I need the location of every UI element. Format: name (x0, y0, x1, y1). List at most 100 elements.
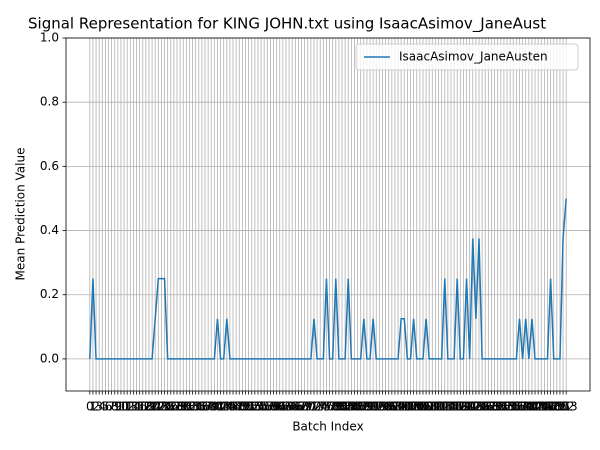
x-tick-label: 145 (530, 400, 553, 414)
y-tick-label: 0.6 (40, 159, 59, 173)
x-tick-label: 12 (120, 400, 135, 414)
x-tick-label: 143 (524, 400, 547, 414)
x-tick-label: 153 (555, 400, 578, 414)
x-tick-label: 24 (157, 400, 172, 414)
x-tick-label: 124 (464, 400, 487, 414)
x-tick-label: 85 (347, 400, 362, 414)
x-tick-label: 96 (381, 400, 396, 414)
x-tick-label: 83 (341, 400, 356, 414)
x-tick-label: 57 (260, 400, 275, 414)
x-tick-label: 131 (486, 400, 509, 414)
x-tick-label: 72 (306, 400, 321, 414)
x-tick-label: 38 (200, 400, 215, 414)
x-tick-label: 68 (294, 400, 309, 414)
x-tick-label: 74 (313, 400, 328, 414)
x-tick-label: 61 (272, 400, 287, 414)
x-tick-label: 70 (300, 400, 315, 414)
x-tick-label: 30 (176, 400, 191, 414)
x-tick-label: 148 (539, 400, 562, 414)
x-tick-label: 90 (362, 400, 377, 414)
x-tick-label: 116 (440, 400, 463, 414)
x-tick-label: 125 (468, 400, 491, 414)
x-tick-label: 32 (182, 400, 197, 414)
x-tick-label: 76 (319, 400, 334, 414)
x-tick-label: 142 (520, 400, 543, 414)
x-tick-label: 141 (517, 400, 540, 414)
x-tick-label: 97 (384, 400, 399, 414)
x-tick-label: 13 (123, 400, 138, 414)
y-axis-label: Mean Prediction Value (14, 148, 28, 281)
x-tick-label: 59 (266, 400, 281, 414)
x-tick-label: 111 (424, 400, 447, 414)
x-tick-label: 26 (163, 400, 178, 414)
x-tick-label: 55 (253, 400, 268, 414)
x-tick-label: 23 (154, 400, 169, 414)
x-tick-label: 22 (151, 400, 166, 414)
x-tick-label: 82 (337, 400, 352, 414)
x-tick-label: 105 (405, 400, 428, 414)
x-tick-label: 112 (427, 400, 450, 414)
legend-box (355, 43, 579, 71)
x-tick-label: 103 (399, 400, 422, 414)
x-tick-label: 0 (86, 400, 94, 414)
x-tick-label: 3 (95, 400, 103, 414)
x-tick-label: 41 (210, 400, 225, 414)
x-tick-label: 20 (144, 400, 159, 414)
x-tick-label: 113 (430, 400, 453, 414)
x-tick-label: 121 (455, 400, 478, 414)
x-tick-label: 33 (185, 400, 200, 414)
x-tick-label: 14 (126, 400, 141, 414)
x-tick-label: 135 (499, 400, 522, 414)
x-tick-label: 144 (527, 400, 550, 414)
x-tick-label: 9 (114, 400, 122, 414)
x-tick-label: 128 (477, 400, 500, 414)
x-tick-label: 40 (207, 400, 222, 414)
x-tick-label: 100 (390, 400, 413, 414)
x-tick-label: 7 (108, 400, 116, 414)
x-tick-label: 34 (188, 400, 203, 414)
x-tick-label: 87 (353, 400, 368, 414)
x-tick-label: 150 (545, 400, 568, 414)
x-tick-label: 71 (303, 400, 318, 414)
x-tick-label: 45 (222, 400, 237, 414)
x-tick-label: 25 (160, 400, 175, 414)
x-tick-label: 4 (98, 400, 106, 414)
x-tick-label: 122 (458, 400, 481, 414)
x-tick-label: 44 (219, 400, 234, 414)
x-tick-label: 108 (415, 400, 438, 414)
y-tick-label: 0.2 (40, 287, 59, 301)
x-tick-label: 15 (129, 400, 144, 414)
x-tick-label: 109 (418, 400, 441, 414)
x-tick-label: 80 (331, 400, 346, 414)
x-tick-label: 46 (225, 400, 240, 414)
x-tick-label: 127 (474, 400, 497, 414)
y-tick-label: 0.0 (40, 351, 59, 365)
y-tick-label: 1.0 (40, 31, 59, 45)
x-tick-label: 110 (421, 400, 444, 414)
x-tick-label: 28 (169, 400, 184, 414)
x-tick-label: 49 (235, 400, 250, 414)
x-tick-label: 77 (322, 400, 337, 414)
x-tick-label: 84 (344, 400, 359, 414)
x-tick-label: 107 (412, 400, 435, 414)
x-tick-label: 60 (269, 400, 284, 414)
x-tick-label: 29 (172, 400, 187, 414)
x-tick-label: 152 (552, 400, 575, 414)
x-tick-label: 123 (461, 400, 484, 414)
x-tick-label: 42 (213, 400, 228, 414)
x-tick-label: 11 (116, 400, 131, 414)
x-tick-label: 18 (138, 400, 153, 414)
x-tick-label: 86 (350, 400, 365, 414)
x-tick-label: 130 (483, 400, 506, 414)
x-tick-label: 48 (232, 400, 247, 414)
x-tick-label: 39 (204, 400, 219, 414)
x-tick-label: 78 (325, 400, 340, 414)
x-tick-label: 132 (489, 400, 512, 414)
x-tick-label: 52 (244, 400, 259, 414)
x-tick-label: 16 (132, 400, 147, 414)
x-tick-label: 99 (390, 400, 405, 414)
x-tick-label: 37 (197, 400, 212, 414)
x-tick-label: 75 (316, 400, 331, 414)
x-tick-label: 117 (443, 400, 466, 414)
x-tick-label: 101 (393, 400, 416, 414)
